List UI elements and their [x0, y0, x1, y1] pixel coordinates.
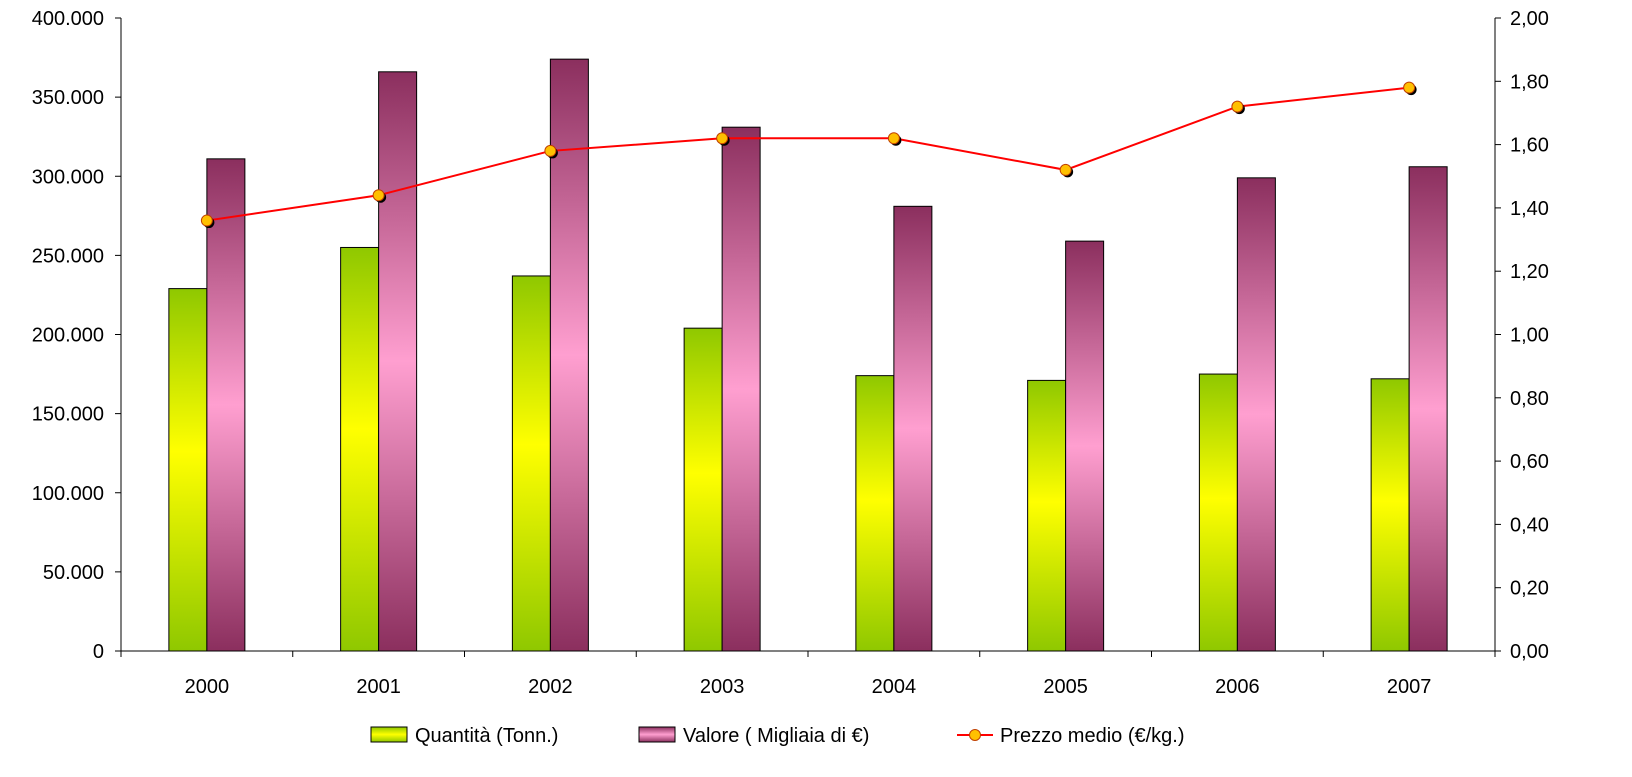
prezzo-medio-line	[206, 86, 1410, 222]
prezzo-medio-marker	[372, 189, 385, 202]
bar-quantita	[683, 327, 723, 652]
bar-quantita	[511, 275, 551, 652]
prezzo-medio-marker	[200, 214, 213, 227]
right-y-tick-label: 1,60	[1510, 135, 1549, 157]
right-y-tick-label: 1,00	[1510, 325, 1549, 347]
left-y-tick-label: 150.000	[32, 404, 104, 426]
legend-label-prezzo: Prezzo medio (€/kg.)	[1000, 725, 1185, 747]
x-tick-label: 2006	[1215, 676, 1260, 698]
legend-label-quantita: Quantità (Tonn.)	[415, 725, 558, 747]
right-y-tick-label: 0,60	[1510, 451, 1549, 473]
x-tick-label: 2002	[528, 676, 573, 698]
right-y-tick-label: 0,80	[1510, 388, 1549, 410]
bar-valore	[378, 71, 418, 652]
prezzo-medio-marker	[1231, 100, 1244, 113]
left-y-tick-label: 400.000	[32, 8, 104, 30]
x-tick-label: 2000	[185, 676, 230, 698]
bar-quantita	[1198, 373, 1238, 652]
prezzo-medio-marker	[1059, 163, 1072, 176]
right-y-tick-label: 1,20	[1510, 261, 1549, 283]
right-y-tick-label: 1,40	[1510, 198, 1549, 220]
legend-label-valore: Valore ( Migliaia di €)	[683, 725, 869, 747]
prezzo-medio-marker	[716, 132, 729, 145]
left-y-tick-label: 300.000	[32, 166, 104, 188]
left-y-tick-label: 100.000	[32, 483, 104, 505]
left-y-tick-label: 250.000	[32, 245, 104, 267]
legend: Quantità (Tonn.) Valore ( Migliaia di €) P…	[370, 725, 1185, 747]
bar-valore	[1236, 177, 1276, 652]
x-tick-label: 2005	[1043, 676, 1088, 698]
x-tick-label: 2001	[356, 676, 401, 698]
left-y-tick-label: 200.000	[32, 325, 104, 347]
right-y-tick-label: 0,40	[1510, 514, 1549, 536]
bar-valore	[1408, 166, 1448, 652]
bar-valore	[893, 205, 933, 652]
right-y-tick-label: 0,20	[1510, 578, 1549, 600]
legend-swatch-prezzo-marker	[969, 729, 981, 741]
right-y-tick-label: 1,80	[1510, 71, 1549, 93]
prezzo-medio-marker	[544, 144, 557, 157]
bar-valore	[721, 126, 761, 652]
bar-valore	[206, 158, 246, 652]
prezzo-medio-marker	[1403, 81, 1416, 94]
bar-quantita	[340, 246, 380, 652]
x-tick-label: 2007	[1387, 676, 1432, 698]
bar-quantita	[1370, 378, 1410, 652]
prezzo-medio-marker	[887, 132, 900, 145]
legend-swatch-quantita	[370, 726, 408, 743]
bar-quantita	[1027, 379, 1067, 652]
plot-area: 0 50.000 100.000 150.000 200.000 250.000 300.0…	[32, 8, 1549, 698]
bar-quantita	[168, 288, 208, 652]
right-y-tick-label: 0,00	[1510, 641, 1549, 663]
bar-valore	[1065, 240, 1105, 652]
right-y-tick-label: 2,00	[1510, 8, 1549, 30]
bar-quantita	[855, 375, 895, 652]
x-tick-label: 2004	[872, 676, 917, 698]
left-y-tick-label: 350.000	[32, 87, 104, 109]
bar-valore	[549, 58, 589, 652]
left-y-tick-label: 0	[93, 641, 104, 663]
legend-swatch-valore	[638, 726, 676, 743]
left-y-tick-label: 50.000	[43, 562, 104, 584]
x-tick-label: 2003	[700, 676, 745, 698]
